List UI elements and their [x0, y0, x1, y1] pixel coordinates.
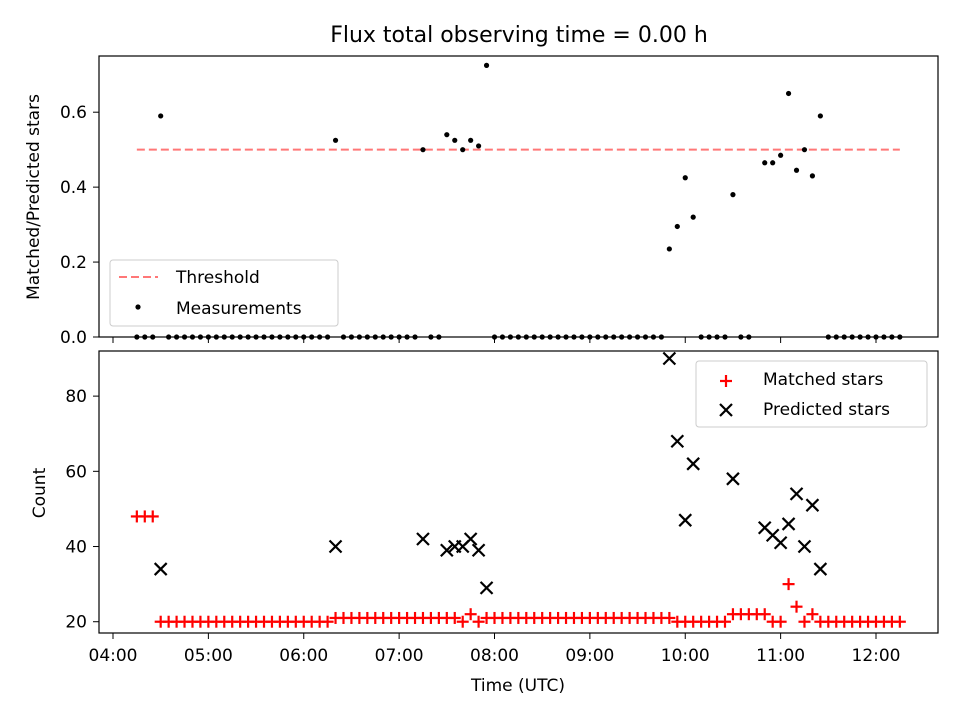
measurement-point: [332, 137, 339, 143]
bottom-x-tick-label: 08:00: [470, 646, 519, 666]
legend-matched-label: Matched stars: [763, 370, 883, 390]
predicted-stars-marker: [670, 434, 685, 449]
bottom-y-axis: 20 40 60 80: [65, 387, 99, 633]
matched-stars-marker: [663, 611, 676, 624]
bottom-x-axis: 04:00 05:00 06:00 07:00 08:00 09:00 10:00 11:00…: [89, 633, 901, 666]
measurement-point: [762, 160, 768, 166]
matched-stars-marker: [448, 611, 461, 624]
measurement-point: [444, 132, 450, 138]
legend-threshold-label: Threshold: [175, 268, 260, 288]
matched-stars-marker: [893, 615, 906, 628]
top-y-tick-label: 0.2: [60, 253, 87, 273]
legend-predicted-swatch: [719, 403, 733, 417]
top-panel: 0.0 0.2 0.4 0.6 Matched/Predicted stars Thr…: [24, 55, 939, 348]
predicted-stars-marker: [678, 513, 693, 527]
legend-matched-swatch: [720, 375, 732, 387]
predicted-stars-marker: [789, 487, 804, 501]
predicted-stars-marker: [686, 457, 700, 471]
bottom-x-tick-label: 07:00: [375, 646, 424, 666]
bottom-y-tick-label: 20: [65, 613, 87, 633]
measurement-point: [817, 113, 823, 119]
matched-stars-marker: [472, 615, 485, 628]
bottom-x-tick-label: 10:00: [661, 646, 710, 666]
bottom-panel: 20 40 60 80 04:00 05:00 06:00 07:00 08:00 09:00 1…: [30, 350, 939, 696]
bottom-x-axis-label: Time (UTC): [470, 676, 565, 696]
top-axes-frame: [98, 55, 939, 338]
matched-stars-marker: [798, 615, 811, 628]
measurement-point: [468, 137, 474, 143]
bottom-legend-frame: [695, 360, 928, 428]
matched-stars-marker: [146, 510, 159, 523]
top-y-axis: 0.0 0.2 0.4 0.6: [60, 103, 99, 348]
legend-measurements-swatch: [135, 304, 141, 310]
measurement-point: [420, 147, 426, 153]
measurement-point: [785, 90, 792, 97]
predicted-stars-marker: [662, 351, 677, 366]
measurement-point: [690, 214, 696, 220]
legend-predicted-label: Predicted stars: [763, 400, 890, 420]
measurement-point: [476, 143, 482, 149]
measurement-point: [793, 167, 800, 173]
matched-stars-marker: [321, 615, 334, 628]
measurement-point: [801, 147, 808, 153]
measurement-point: [674, 223, 680, 230]
measurement-point: [666, 246, 672, 252]
predicted-stars-marker: [416, 532, 430, 546]
matched-stars-marker: [758, 608, 771, 621]
matched-stars-marker: [782, 578, 795, 591]
predicted-stars-marker: [471, 543, 486, 558]
bottom-data-layer: [130, 351, 906, 628]
matched-stars-marker: [464, 608, 477, 621]
matched-stars-marker: [456, 615, 469, 628]
bottom-y-tick-label: 80: [65, 387, 87, 407]
bottom-axes-frame: [98, 350, 939, 634]
predicted-stars-marker: [328, 539, 343, 554]
predicted-stars-marker: [463, 532, 478, 546]
matched-stars-marker: [718, 615, 731, 628]
top-x-axis: [112, 337, 877, 343]
bottom-x-tick-label: 12:00: [852, 646, 901, 666]
bottom-y-axis-label: Count: [30, 467, 50, 518]
predicted-stars-marker: [479, 581, 494, 595]
top-y-tick-label: 0.6: [60, 103, 87, 123]
top-y-tick-label: 0.4: [60, 178, 87, 198]
matched-stars-marker: [790, 600, 803, 613]
top-y-tick-label: 0.0: [60, 328, 87, 348]
predicted-stars-marker: [797, 539, 812, 554]
predicted-stars-marker: [805, 498, 820, 512]
predicted-stars-marker: [781, 517, 796, 531]
measurement-point: [452, 137, 458, 143]
predicted-stars-marker: [440, 543, 454, 558]
bottom-legend: Matched stars Predicted stars: [695, 360, 928, 428]
chart-title: Flux total observing time = 0.00 h: [330, 23, 708, 48]
bottom-x-tick-label: 09:00: [565, 646, 614, 666]
measurement-point: [809, 173, 816, 179]
measurement-point: [158, 113, 164, 119]
bottom-y-tick-label: 40: [65, 538, 87, 558]
measurement-point: [682, 175, 688, 181]
bottom-x-tick-label: 11:00: [756, 646, 805, 666]
bottom-x-tick-label: 04:00: [89, 646, 138, 666]
predicted-stars-marker: [813, 562, 828, 576]
measurement-point: [770, 160, 776, 166]
measurement-point: [460, 147, 466, 153]
top-data-layer: [134, 62, 903, 340]
measurement-point: [730, 192, 736, 198]
predicted-stars-marker: [773, 535, 788, 550]
bottom-y-tick-label: 60: [65, 462, 87, 482]
measurement-point: [778, 152, 784, 158]
top-legend-frame: [109, 259, 339, 327]
predicted-stars-marker: [153, 562, 168, 576]
bottom-x-tick-label: 05:00: [184, 646, 233, 666]
matched-stars-marker: [806, 608, 819, 621]
legend-measurements-label: Measurements: [176, 299, 302, 319]
bottom-x-tick-label: 06:00: [279, 646, 328, 666]
predicted-stars-marker: [726, 472, 740, 486]
measurement-point: [483, 62, 490, 68]
top-y-axis-label: Matched/Predicted stars: [24, 94, 44, 300]
matched-stars-marker: [774, 615, 787, 628]
top-legend: Threshold Measurements: [109, 259, 339, 327]
